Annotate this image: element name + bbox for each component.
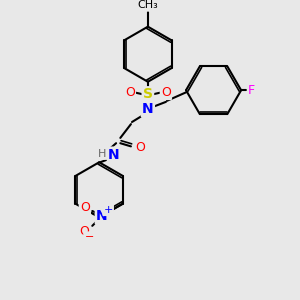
Text: S: S [143,88,153,101]
Text: F: F [248,84,255,97]
Text: H: H [98,149,106,159]
Text: O: O [136,141,146,154]
Text: O: O [161,86,171,99]
Text: CH₃: CH₃ [137,1,158,10]
Text: O: O [125,86,135,99]
Text: O: O [79,225,89,238]
Text: −: − [84,232,94,242]
Text: N: N [96,209,108,223]
Text: N: N [142,102,154,116]
Text: N: N [108,148,120,162]
Text: +: + [103,205,113,215]
Text: O: O [80,201,90,214]
